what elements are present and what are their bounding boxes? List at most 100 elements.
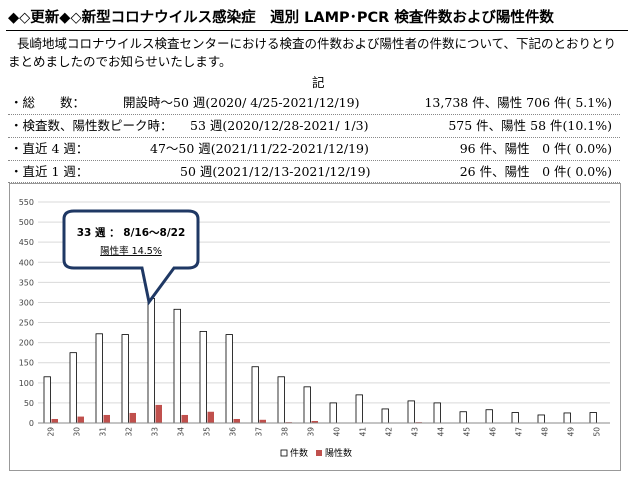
bar-count xyxy=(589,412,597,424)
bar-count xyxy=(537,414,545,424)
title-divider xyxy=(6,30,628,31)
y-tick-label: 250 xyxy=(19,319,34,328)
x-tick-label: 36 xyxy=(229,427,238,437)
legend-swatch-positive xyxy=(316,450,322,456)
x-tick-label: 41 xyxy=(359,427,368,437)
intro-text: 長崎地域コロナウイルス検査センターにおける検査の件数および陽性者の件数について、… xyxy=(8,36,617,69)
bar-count xyxy=(303,386,311,424)
summary-result: 575 件、陽性 58 件(10.1%) xyxy=(448,118,612,133)
chart-frame: 0 50 100 150 200 250 300 350 400 450 500 550 29 30 31… xyxy=(9,183,621,471)
bar-count xyxy=(485,409,493,424)
y-tick-label: 300 xyxy=(19,298,34,307)
bar-count xyxy=(459,411,467,424)
bar-positive xyxy=(51,418,58,423)
x-tick-label: 47 xyxy=(515,427,524,437)
x-tick-label: 38 xyxy=(281,427,290,437)
y-tick-label: 400 xyxy=(19,258,34,267)
summary-result: 13,738 件、陽性 706 件( 5.1%) xyxy=(424,95,612,110)
bar-positive xyxy=(77,416,84,423)
bar-positive xyxy=(207,411,214,423)
x-tick-label: 34 xyxy=(177,427,186,437)
page-title: ◆◇更新◆◇新型コロナウイルス感染症 週別 LAMP･PCR 検査件数および陽性… xyxy=(8,10,554,26)
x-tick-label: 50 xyxy=(593,427,602,437)
row-divider xyxy=(8,114,620,115)
bar-positive xyxy=(129,412,136,423)
legend-label-count: 件数 xyxy=(290,447,308,459)
legend: 件数 陽性数 xyxy=(280,447,352,459)
bar-count xyxy=(355,394,363,424)
y-tick-label: 500 xyxy=(19,218,34,227)
row-divider xyxy=(8,182,620,183)
x-tick-label: 33 xyxy=(151,427,160,437)
summary-label: ・総 数： xyxy=(10,95,86,110)
ki-heading: 記 xyxy=(312,75,325,90)
x-axis-ticks: 29 30 31 32 33 34 35 36 37 38 39 40 41 42 43 44 45 46 47 48… xyxy=(47,427,602,437)
bar-positive xyxy=(103,414,110,423)
y-tick-label: 550 xyxy=(19,198,34,207)
bar-count xyxy=(199,330,207,424)
bar-count xyxy=(69,352,77,424)
summary-label: ・検査数、陽性数ピーク時： xyxy=(10,118,173,133)
x-tick-label: 39 xyxy=(307,427,316,437)
x-tick-label: 43 xyxy=(411,427,420,437)
x-tick-label: 48 xyxy=(541,427,550,437)
y-tick-label: 50 xyxy=(24,399,34,408)
legend-label-positive: 陽性数 xyxy=(325,447,352,459)
bar-count xyxy=(121,334,129,424)
x-tick-label: 32 xyxy=(125,427,134,437)
callout: 33 週 ： 8/16～8/22 陽性率 14.5% xyxy=(62,209,200,306)
row-divider xyxy=(8,160,620,161)
bar-count xyxy=(277,376,285,424)
summary-label: ・直近 4 週： xyxy=(10,141,89,156)
summary-row-total: ・総 数： 開設時～50 週(2020/ 4/25-2021/12/19) 13… xyxy=(10,93,620,113)
bar-count xyxy=(329,402,337,424)
bar-positive xyxy=(181,414,188,423)
summary-result: 26 件、陽性 0 件( 0.0%) xyxy=(459,164,612,179)
summary-row-peak: ・検査数、陽性数ピーク時： 53 週(2020/12/28-2021/ 1/3)… xyxy=(10,116,620,136)
summary-period: 開設時～50 週(2020/ 4/25-2021/12/19) xyxy=(123,95,360,110)
bar-positive xyxy=(259,419,266,423)
x-tick-label: 35 xyxy=(203,427,212,437)
y-tick-label: 200 xyxy=(19,339,34,348)
summary-row-recent4: ・直近 4 週： 47～50 週(2021/11/22-2021/12/19) … xyxy=(10,139,620,159)
bar-count xyxy=(511,412,519,424)
legend-swatch-count xyxy=(280,449,288,457)
summary-row-recent1: ・直近 1 週： 50 週(2021/12/13-2021/12/19) 26 … xyxy=(10,162,620,182)
y-tick-label: 450 xyxy=(19,238,34,247)
x-tick-label: 45 xyxy=(463,427,472,437)
summary-period: 50 週(2021/12/13-2021/12/19) xyxy=(180,164,371,179)
summary-label: ・直近 1 週： xyxy=(10,164,89,179)
bar-count xyxy=(407,400,415,424)
y-tick-label: 0 xyxy=(29,419,34,428)
summary-result: 96 件、陽性 0 件( 0.0%) xyxy=(459,141,612,156)
bars xyxy=(43,298,597,424)
bar-positive xyxy=(155,404,162,423)
y-tick-label: 150 xyxy=(19,359,34,368)
bar-chart: 0 50 100 150 200 250 300 350 400 450 500 550 29 30 31… xyxy=(19,198,610,459)
row-divider xyxy=(8,137,620,138)
x-tick-label: 46 xyxy=(489,427,498,437)
bar-count xyxy=(251,366,259,424)
y-tick-label: 100 xyxy=(19,379,34,388)
summary-period: 47～50 週(2021/11/22-2021/12/19) xyxy=(150,141,369,156)
summary-period: 53 週(2020/12/28-2021/ 1/3) xyxy=(190,118,369,133)
bar-count xyxy=(173,308,181,424)
y-tick-label: 350 xyxy=(19,278,34,287)
bar-count xyxy=(381,408,389,424)
bar-count xyxy=(43,376,51,424)
x-tick-label: 40 xyxy=(333,427,342,437)
x-tick-label: 29 xyxy=(47,427,56,437)
bar-count xyxy=(95,333,103,424)
bar-count xyxy=(147,298,155,424)
x-tick-label: 44 xyxy=(437,427,446,437)
callout-line2: 陽性率 14.5% xyxy=(100,245,162,257)
bar-positive xyxy=(311,420,318,423)
bar-count xyxy=(225,334,233,424)
x-tick-label: 37 xyxy=(255,427,264,437)
bar-count xyxy=(563,412,571,424)
x-tick-label: 31 xyxy=(99,427,108,437)
y-axis-ticks: 0 50 100 150 200 250 300 350 400 450 500 550 xyxy=(19,198,34,428)
x-tick-label: 49 xyxy=(567,427,576,437)
callout-line1: 33 週 ： 8/16～8/22 xyxy=(77,227,186,239)
bar-positive xyxy=(233,418,240,423)
